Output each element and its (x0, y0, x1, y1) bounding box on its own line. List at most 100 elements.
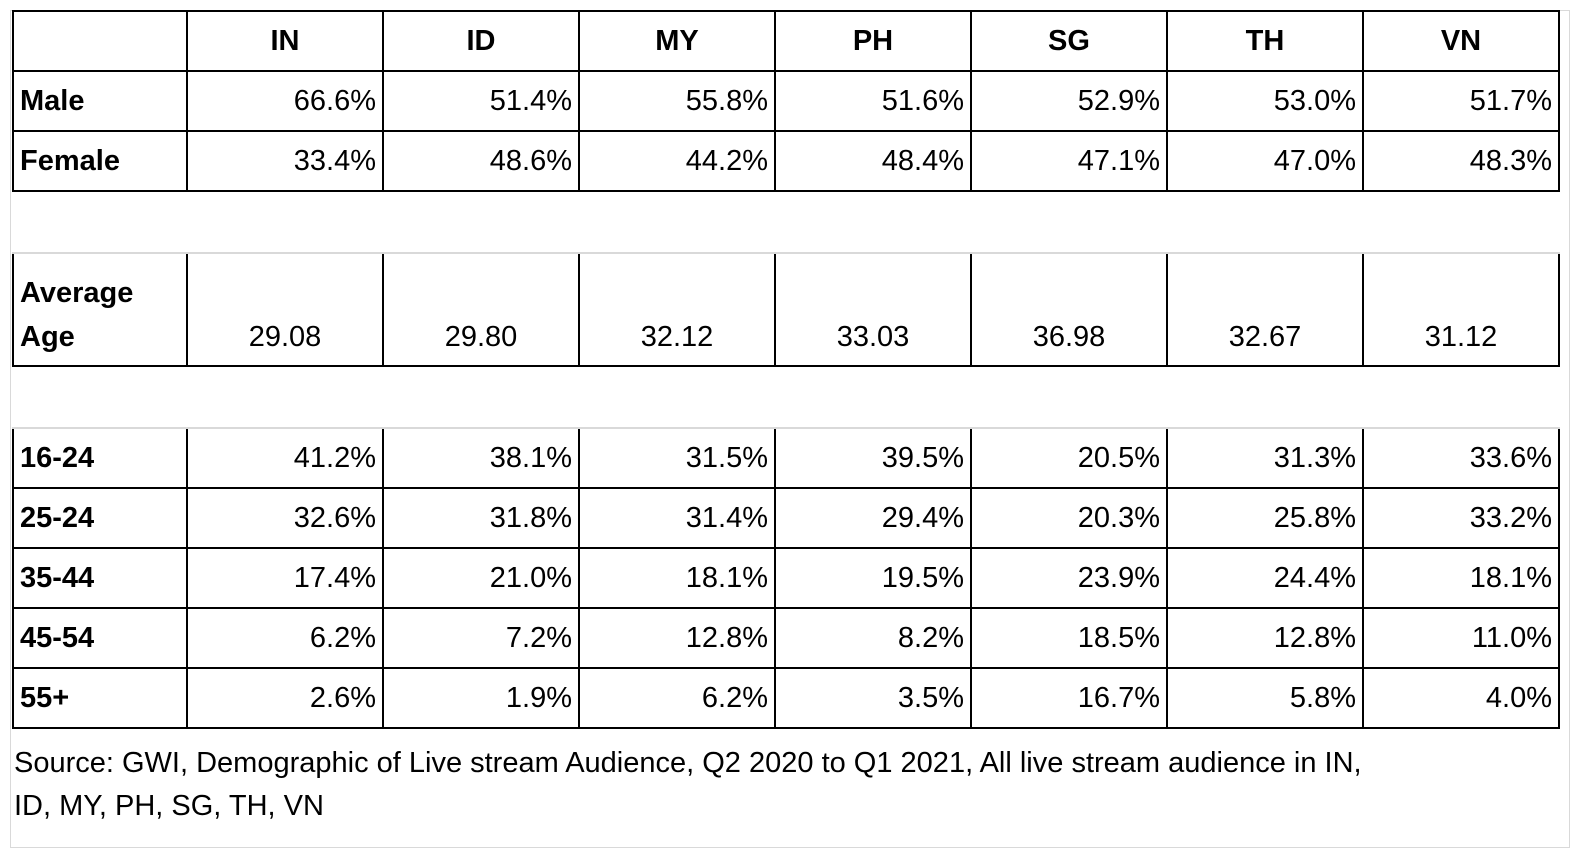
value-cell: 23.9% (970, 547, 1168, 609)
header-cell: TH (1166, 10, 1364, 72)
average-age-label-line1: Average (20, 277, 134, 309)
value-cell: 6.2% (578, 667, 776, 729)
source-note: Source: GWI, Demographic of Live stream … (14, 742, 1559, 828)
value-cell: 12.8% (578, 607, 776, 669)
row-label: Male (12, 70, 188, 132)
value-cell: 48.3% (1362, 130, 1560, 192)
spacer-cell (775, 190, 971, 254)
value-cell: 32.67 (1166, 252, 1364, 367)
table-row: 35-44 17.4% 21.0% 18.1% 19.5% 23.9% 24.4… (12, 547, 1560, 609)
value-cell: 48.6% (382, 130, 580, 192)
value-cell: 51.4% (382, 70, 580, 132)
value-cell: 18.1% (1362, 547, 1560, 609)
value-cell: 44.2% (578, 130, 776, 192)
spacer-cell (971, 365, 1167, 429)
spacer-cell (1167, 190, 1363, 254)
source-line-1: Source: GWI, Demographic of Live stream … (14, 747, 1362, 779)
spacer-cell (971, 190, 1167, 254)
value-cell: 51.6% (774, 70, 972, 132)
value-cell: 33.2% (1362, 487, 1560, 549)
table-row: Female 33.4% 48.6% 44.2% 48.4% 47.1% 47.… (12, 130, 1560, 192)
row-label: 55+ (12, 667, 188, 729)
value-cell: 6.2% (186, 607, 384, 669)
value-cell: 18.5% (970, 607, 1168, 669)
average-age-label-line2: Age (20, 320, 75, 353)
row-label: 35-44 (12, 547, 188, 609)
value-cell: 32.6% (186, 487, 384, 549)
value-cell: 21.0% (382, 547, 580, 609)
spacer-cell (579, 365, 775, 429)
average-age-row: Average Age 29.08 29.80 32.12 33.03 36.98… (12, 252, 1560, 367)
value-cell: 31.4% (578, 487, 776, 549)
table-row: 45-54 6.2% 7.2% 12.8% 8.2% 18.5% 12.8% 1… (12, 607, 1560, 669)
header-cell: SG (970, 10, 1168, 72)
value-cell: 25.8% (1166, 487, 1364, 549)
value-cell: 41.2% (186, 427, 384, 489)
spacer-cell (383, 190, 579, 254)
value-cell: 66.6% (186, 70, 384, 132)
spacer-cell (13, 365, 187, 429)
value-cell: 31.8% (382, 487, 580, 549)
value-cell: 29.08 (186, 252, 384, 367)
value-cell: 52.9% (970, 70, 1168, 132)
value-cell: 24.4% (1166, 547, 1364, 609)
table-row: Male 66.6% 51.4% 55.8% 51.6% 52.9% 53.0%… (12, 70, 1560, 132)
value-cell: 11.0% (1362, 607, 1560, 669)
value-cell: 8.2% (774, 607, 972, 669)
spacer-cell (187, 365, 383, 429)
header-cell: ID (382, 10, 580, 72)
value-cell: 33.4% (186, 130, 384, 192)
value-cell: 31.12 (1362, 252, 1560, 367)
value-cell: 31.5% (578, 427, 776, 489)
value-cell: 19.5% (774, 547, 972, 609)
header-cell: VN (1362, 10, 1560, 72)
spacer-cell (579, 190, 775, 254)
table-row: 16-24 41.2% 38.1% 31.5% 39.5% 20.5% 31.3… (12, 427, 1560, 489)
spacer-cell (187, 190, 383, 254)
value-cell: 20.5% (970, 427, 1168, 489)
value-cell: 29.80 (382, 252, 580, 367)
row-label: 45-54 (12, 607, 188, 669)
row-label: Female (12, 130, 188, 192)
value-cell: 51.7% (1362, 70, 1560, 132)
spacer-cell (1167, 365, 1363, 429)
value-cell: 48.4% (774, 130, 972, 192)
value-cell: 31.3% (1166, 427, 1364, 489)
row-label: 16-24 (12, 427, 188, 489)
header-cell: IN (186, 10, 384, 72)
value-cell: 16.7% (970, 667, 1168, 729)
value-cell: 17.4% (186, 547, 384, 609)
value-cell: 39.5% (774, 427, 972, 489)
header-cell: PH (774, 10, 972, 72)
value-cell: 18.1% (578, 547, 776, 609)
table-row: 55+ 2.6% 1.9% 6.2% 3.5% 16.7% 5.8% 4.0% (12, 667, 1560, 729)
spacer-cell (1363, 365, 1559, 429)
value-cell: 2.6% (186, 667, 384, 729)
source-line-2: ID, MY, PH, SG, TH, VN (14, 790, 324, 822)
spacer-cell (383, 365, 579, 429)
value-cell: 33.6% (1362, 427, 1560, 489)
spacer-row (13, 365, 1559, 429)
value-cell: 4.0% (1362, 667, 1560, 729)
value-cell: 47.0% (1166, 130, 1364, 192)
row-label: 25-24 (12, 487, 188, 549)
header-corner-cell (12, 10, 188, 72)
spacer-cell (13, 190, 187, 254)
value-cell: 36.98 (970, 252, 1168, 367)
spacer-cell (1363, 190, 1559, 254)
table-row: 25-24 32.6% 31.8% 31.4% 29.4% 20.3% 25.8… (12, 487, 1560, 549)
value-cell: 29.4% (774, 487, 972, 549)
value-cell: 7.2% (382, 607, 580, 669)
row-label: Average Age (12, 252, 188, 367)
value-cell: 38.1% (382, 427, 580, 489)
value-cell: 12.8% (1166, 607, 1364, 669)
value-cell: 3.5% (774, 667, 972, 729)
value-cell: 33.03 (774, 252, 972, 367)
value-cell: 20.3% (970, 487, 1168, 549)
value-cell: 53.0% (1166, 70, 1364, 132)
demographics-table: IN ID MY PH SG TH VN Male 66.6% 51.4% 55… (12, 10, 1560, 729)
spacer-cell (775, 365, 971, 429)
value-cell: 47.1% (970, 130, 1168, 192)
spacer-row (13, 190, 1559, 254)
value-cell: 5.8% (1166, 667, 1364, 729)
